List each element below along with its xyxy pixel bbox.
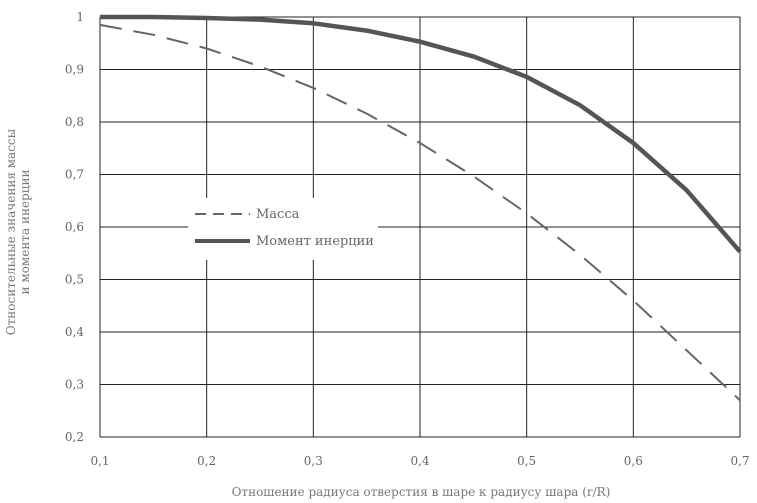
legend-background [188,198,378,260]
y-tick-label: 1 [76,10,84,24]
y-axis-label-line1: Относительные значения массы [4,128,18,335]
series-layer [99,14,742,402]
x-tick-label: 0,7 [730,454,749,468]
x-tick-label: 0,2 [197,454,216,468]
x-tick-label: 0,6 [624,454,643,468]
y-tick-label: 0,2 [65,430,84,444]
tick-labels: 0,1 0,2 0,3 0,4 0,5 0,6 0,7 0,2 0,3 0,4 0,5 0,6 0,7 0… [65,10,750,468]
legend-label-moment: Момент инерции [256,234,374,249]
y-tick-label: 0,7 [65,168,84,182]
y-tick-label: 0,9 [65,63,84,77]
y-tick-label: 0,6 [65,220,84,234]
y-axis-label-line2: и момента инерции [18,170,32,295]
series-line-1 [100,14,742,254]
y-axis-label: Относительные значения массы и момента и… [4,128,32,335]
x-tick-label: 0,1 [90,454,109,468]
y-tick-label: 0,8 [65,115,84,129]
series-line-0 [99,23,741,402]
legend-label-mass: Масса [256,207,300,222]
y-tick-label: 0,3 [65,378,84,392]
legend: Масса Момент инерции [188,198,378,260]
x-axis-label: Отношение радиуса отверстия в шаре к рад… [232,485,611,499]
x-tick-label: 0,4 [410,454,429,468]
y-tick-label: 0,5 [65,273,84,287]
y-tick-label: 0,4 [65,325,84,339]
x-tick-label: 0,3 [304,454,323,468]
x-tick-label: 0,5 [517,454,536,468]
